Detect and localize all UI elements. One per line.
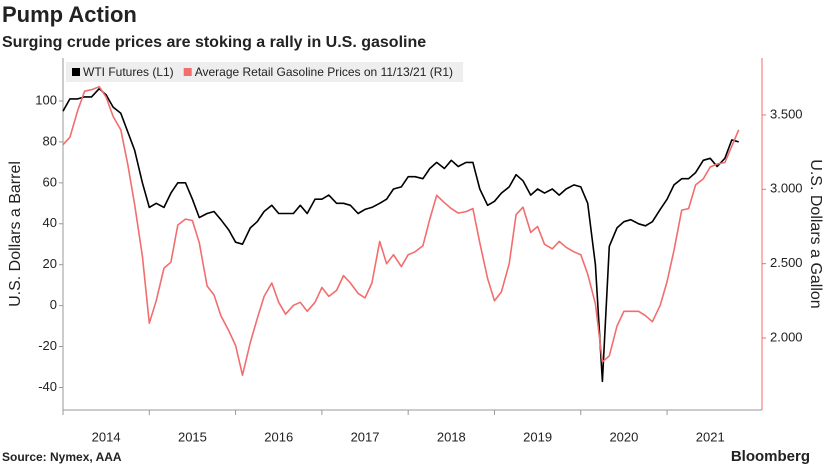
y2-tick-label: 3.500 [770, 106, 803, 121]
x-tick-label: 2018 [437, 429, 466, 444]
brand: Bloomberg [731, 448, 810, 465]
series-line [62, 85, 740, 376]
legend: WTI Futures (L1) Average Retail Gasoline … [66, 62, 464, 82]
source: Source: Nymex, AAA [2, 450, 122, 464]
series-line [62, 87, 739, 383]
x-tick-label: 2016 [264, 429, 293, 444]
chart-title: Pump Action [2, 2, 137, 27]
y-tick-label: 60 [43, 174, 57, 189]
x-tick-label: 2017 [351, 429, 380, 444]
y-axis-label: U.S. Dollars a Barrel [7, 161, 24, 307]
x-tick-label: 2019 [523, 429, 552, 444]
x-tick-label: 2014 [92, 429, 121, 444]
y2-tick-label: 2.000 [770, 329, 803, 344]
legend-swatch [72, 68, 80, 76]
legend-swatch [183, 68, 192, 76]
y2-tick-label: 2.500 [770, 255, 803, 270]
y-tick-label: 0 [50, 297, 57, 312]
legend-label: WTI Futures (L1) [83, 65, 174, 79]
y-tick-label: -20 [38, 338, 57, 353]
chart-subtitle: Surging crude prices are stoking a rally… [2, 34, 426, 51]
y-tick-label: 100 [35, 92, 57, 107]
y-tick-label: 80 [43, 133, 57, 148]
x-tick-label: 2020 [609, 429, 638, 444]
y2-axis-label: U.S. Dollars a Gallon [807, 159, 824, 308]
y-tick-label: -40 [38, 379, 57, 394]
legend-bg [66, 62, 464, 82]
y-tick-label: 40 [43, 215, 57, 230]
y-tick-label: 20 [43, 256, 57, 271]
legend-label: Average Retail Gasoline Prices on 11/13/… [195, 65, 453, 79]
x-tick-label: 2015 [178, 429, 207, 444]
y2-tick-label: 3.000 [770, 181, 803, 196]
x-tick-label: 2021 [696, 429, 725, 444]
